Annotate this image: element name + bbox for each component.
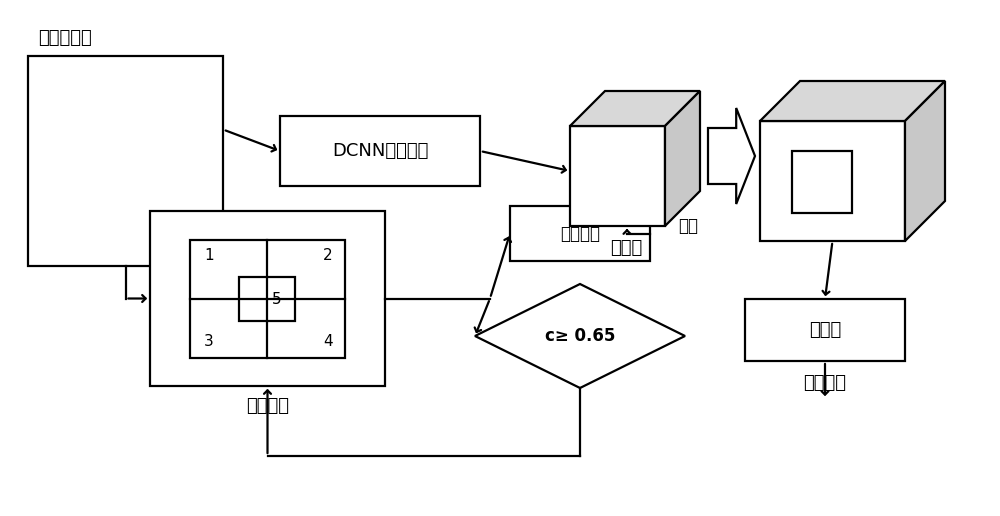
Text: 2: 2 <box>323 249 333 264</box>
Text: 4: 4 <box>323 334 333 349</box>
Polygon shape <box>570 91 700 126</box>
Text: 区域坐标: 区域坐标 <box>560 224 600 243</box>
Bar <box>239 277 295 321</box>
Polygon shape <box>708 108 755 204</box>
Bar <box>190 240 345 358</box>
Bar <box>570 126 665 226</box>
Text: 特征图: 特征图 <box>610 239 642 257</box>
Text: 3: 3 <box>204 334 214 349</box>
Text: c≥ 0.65: c≥ 0.65 <box>545 327 615 345</box>
Polygon shape <box>905 81 945 241</box>
Bar <box>745 299 905 361</box>
Bar <box>760 121 905 241</box>
Text: 5: 5 <box>272 292 282 307</box>
Text: 1: 1 <box>204 249 214 264</box>
Text: DCNN提取特征: DCNN提取特征 <box>332 142 428 160</box>
Bar <box>792 151 852 213</box>
Text: 分类器: 分类器 <box>809 321 841 339</box>
Bar <box>510 206 650 261</box>
Text: 检测结果: 检测结果 <box>804 374 846 392</box>
Bar <box>150 211 385 386</box>
Text: 分割区域: 分割区域 <box>246 397 289 415</box>
Text: 可见光图像: 可见光图像 <box>38 29 92 47</box>
Bar <box>280 116 480 186</box>
Polygon shape <box>665 91 700 226</box>
Bar <box>28 56 223 266</box>
Polygon shape <box>760 81 945 121</box>
Polygon shape <box>475 284 685 388</box>
Text: 映射: 映射 <box>678 217 698 234</box>
